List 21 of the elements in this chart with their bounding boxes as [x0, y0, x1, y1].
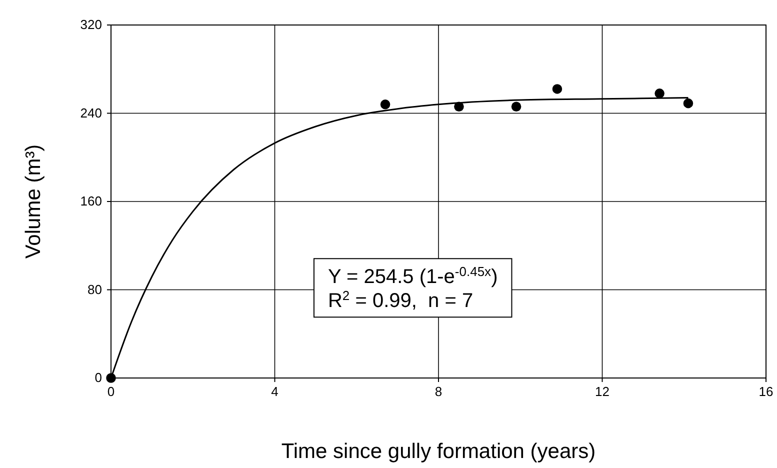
x-tick-label: 4	[271, 384, 278, 400]
y-axis-title: Volume (m³)	[22, 144, 45, 259]
x-tick-label: 12	[595, 384, 610, 400]
annotation: Y = 254.5 (1-e$^{-0.45x}$)	[328, 264, 498, 288]
point	[552, 84, 562, 94]
x-tick-label: 8	[434, 384, 442, 400]
x-tick-label: 0	[107, 384, 115, 400]
point	[380, 100, 390, 110]
point	[683, 98, 694, 108]
annotation: R$^{2}$ = 0.99, n = 7	[328, 288, 474, 312]
y-tick-label: 320	[80, 17, 102, 32]
point	[511, 102, 522, 112]
y-tick-label: 0	[94, 370, 102, 386]
y-tick-label: 160	[80, 194, 102, 209]
y-tick-label: 240	[80, 105, 102, 120]
y-tick-label: 80	[88, 282, 102, 297]
point	[654, 88, 664, 98]
x-tick-label: 16	[758, 384, 774, 400]
x-axis-title: Time since gully formation (years)	[281, 440, 596, 463]
point	[106, 373, 116, 383]
equation-box: Y = 254.5 (1-e$^{-0.45x}$) R$^{2}$ = 0.99, n = 7	[313, 258, 512, 318]
